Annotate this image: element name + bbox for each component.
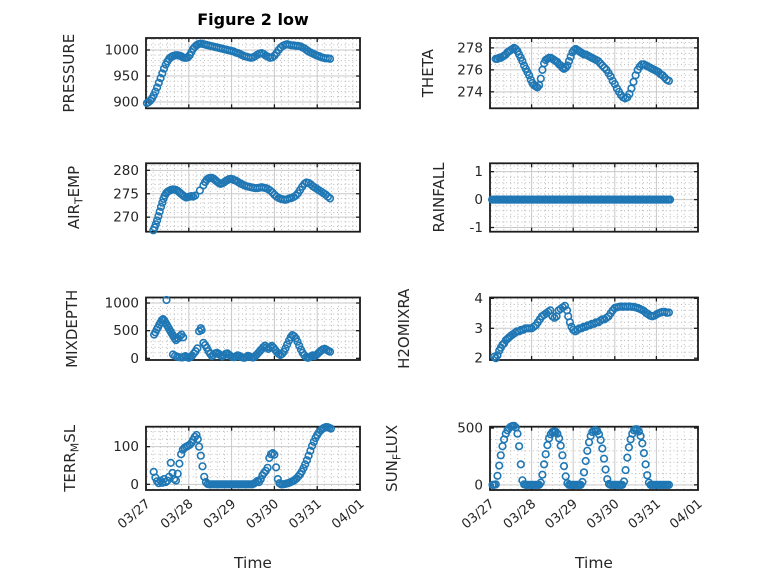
airtemp-scatter-points xyxy=(149,173,335,235)
terrmsl-ylabel: TERRMSL xyxy=(61,424,82,493)
x-tick-label: 04/01 xyxy=(329,497,367,533)
y-tick-label: 1000 xyxy=(105,42,139,58)
y-tick-label: 1000 xyxy=(105,296,139,312)
y-tick-label: 275 xyxy=(113,186,139,202)
y-tick-label: 1 xyxy=(474,164,483,180)
sunflux-ylabel: SUNFLUX xyxy=(383,425,404,492)
h2omixra-ylabel: H2OMIXRA xyxy=(395,288,413,369)
rainfall-ylabel: RAINFALL xyxy=(430,162,448,233)
x-tick-label: 03/30 xyxy=(584,497,622,533)
y-tick-label: 0 xyxy=(474,192,483,208)
x-tick-label: 03/27 xyxy=(459,497,497,533)
y-tick-label: -1 xyxy=(470,220,483,236)
x-tick-label: 03/31 xyxy=(286,497,324,533)
subplot-theta: 274 276 278 THETA xyxy=(419,37,699,110)
x-tick-label: 04/01 xyxy=(667,497,705,533)
axes-box xyxy=(145,37,361,110)
subplot-rainfall: -1 0 1 RAINFALL xyxy=(430,162,699,236)
mixdepth-scatter-points xyxy=(150,295,335,362)
y-tick-label: 0 xyxy=(474,477,483,493)
terrmsl-scatter-points xyxy=(149,423,336,489)
rainfall-scatter-points xyxy=(488,195,675,204)
minor-grid xyxy=(491,39,697,108)
y-tick-label: 100 xyxy=(113,439,139,455)
y-tick-label: 4 xyxy=(474,291,483,307)
subplot-mixdepth: 0 500 1000 MIXDEPTH xyxy=(63,290,361,368)
axes-box xyxy=(145,162,361,233)
y-tick-label: 278 xyxy=(457,40,483,56)
minor-grid xyxy=(147,39,359,108)
subplot-sunflux: 0 500 SUNFLUX 03/27 03/28 03/29 03/30 03/31 04/0… xyxy=(383,421,706,533)
minor-grid xyxy=(491,298,697,359)
pressure-scatter-points xyxy=(142,39,335,108)
y-tick-label: 3 xyxy=(474,321,483,337)
axes-box xyxy=(489,37,699,110)
axes-box xyxy=(145,425,361,491)
minor-grid xyxy=(491,164,697,231)
tick-marks xyxy=(489,38,699,109)
y-tick-label: 274 xyxy=(457,84,483,100)
y-tick-label: 950 xyxy=(113,69,139,85)
x-tick-label: 03/27 xyxy=(115,497,153,533)
x-tick-label: 03/31 xyxy=(626,497,664,533)
tick-marks xyxy=(145,426,361,490)
major-grid xyxy=(146,38,360,109)
y-tick-label: 900 xyxy=(113,95,139,111)
mixdepth-ylabel: MIXDEPTH xyxy=(63,290,81,368)
tick-marks xyxy=(489,426,699,490)
y-tick-label: 2 xyxy=(474,351,483,367)
tick-marks xyxy=(145,38,361,109)
y-tick-label: 276 xyxy=(457,62,483,78)
y-tick-label: 270 xyxy=(113,210,139,226)
y-tick-label: 500 xyxy=(113,323,139,339)
x-axis-label-right: Time xyxy=(575,554,613,572)
pressure-ylabel: PRESSURE xyxy=(60,34,78,113)
tick-marks xyxy=(489,297,699,360)
x-axis-label-left: Time xyxy=(234,554,272,572)
airtemp-ylabel: AIRTEMP xyxy=(65,166,86,229)
tick-marks xyxy=(145,163,361,232)
y-tick-label: 0 xyxy=(130,351,139,367)
tick-marks xyxy=(489,163,699,232)
x-tick-label: 03/28 xyxy=(501,497,539,533)
y-tick-label: 280 xyxy=(113,163,139,179)
subplot-h2omixra: 2 3 4 H2OMIXRA xyxy=(395,288,699,369)
sunflux-scatter-points xyxy=(488,421,674,490)
h2omixra-scatter-points xyxy=(490,301,674,363)
x-tick-label: 03/30 xyxy=(244,497,282,533)
subplot-pressure: 900 950 1000 PRESSURE xyxy=(60,34,361,113)
y-tick-label: 0 xyxy=(130,477,139,493)
x-tick-label: 03/29 xyxy=(201,497,239,533)
theta-ylabel: THETA xyxy=(419,48,437,98)
x-tick-label: 03/28 xyxy=(158,497,196,533)
theta-scatter-points xyxy=(491,43,674,103)
y-tick-label: 500 xyxy=(457,421,483,437)
figure-title: Figure 2 low xyxy=(197,10,309,29)
x-tick-label: 03/29 xyxy=(542,497,580,533)
subplot-terrmsl: 0 100 TERRMSL 03/27 03/28 03/29 03/30 03/31 04/0… xyxy=(61,423,368,533)
subplot-airtemp: 270 275 280 AIRTEMP xyxy=(65,162,361,235)
